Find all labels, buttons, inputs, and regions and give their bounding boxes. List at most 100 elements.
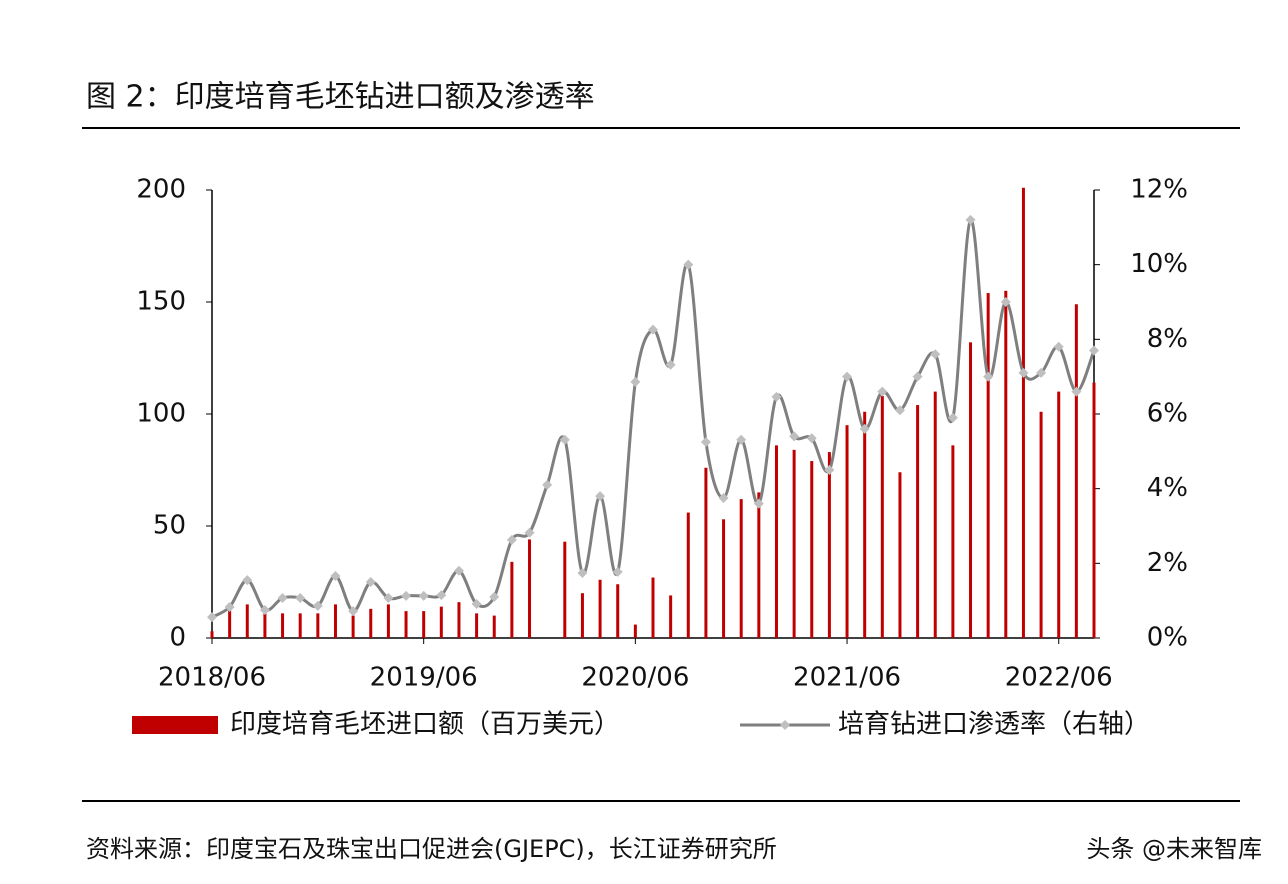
marker <box>894 405 905 416</box>
bar <box>333 604 337 638</box>
watermark: 头条 @未来智库 <box>1086 835 1262 863</box>
bar <box>686 512 690 638</box>
bar <box>298 613 302 638</box>
marker <box>330 571 341 582</box>
marker <box>401 590 412 601</box>
bar <box>228 606 232 638</box>
bar <box>316 613 320 638</box>
marker <box>418 590 429 601</box>
y2-tick-label: 6% <box>1147 399 1188 429</box>
bar <box>386 604 390 638</box>
marker <box>842 371 853 382</box>
marker <box>771 391 782 402</box>
marker <box>524 527 535 538</box>
marker <box>859 423 870 434</box>
bar <box>422 611 426 638</box>
bar <box>1004 290 1008 638</box>
y-tick-label: 150 <box>136 287 186 317</box>
y2-tick-label: 8% <box>1147 324 1188 354</box>
marker <box>1089 345 1099 356</box>
legend-label: 印度培育毛坯进口额（百万美元） <box>230 710 620 740</box>
bar <box>704 467 708 638</box>
x-tick-label: 2021/06 <box>793 663 901 693</box>
marker <box>207 612 217 623</box>
y2-tick-label: 10% <box>1130 249 1188 279</box>
y2-tick-label: 2% <box>1147 548 1188 578</box>
bar <box>510 561 514 638</box>
bar <box>792 449 796 638</box>
bar <box>757 492 761 638</box>
bar <box>263 613 267 638</box>
bar <box>369 608 373 638</box>
marker <box>1000 297 1011 307</box>
marker <box>648 324 658 335</box>
y-tick-label: 0 <box>169 623 186 653</box>
marker <box>824 465 835 475</box>
source: 资料来源：印度宝石及珠宝出口促进会(GJEPC)，长江证券研究所 <box>86 835 777 863</box>
bar <box>457 602 461 638</box>
marker <box>312 600 323 611</box>
marker <box>806 433 817 444</box>
y-tick-label: 200 <box>136 175 186 205</box>
bar <box>969 342 973 638</box>
marker <box>683 259 694 270</box>
bar <box>563 541 567 638</box>
marker <box>665 359 676 370</box>
legend-swatch <box>132 716 218 734</box>
marker <box>912 371 923 382</box>
marker <box>947 412 958 423</box>
bar <box>827 452 831 638</box>
marker <box>700 437 711 447</box>
marker <box>453 565 464 576</box>
bar <box>404 611 408 638</box>
marker <box>612 566 623 577</box>
bar <box>616 584 620 638</box>
bar <box>210 631 214 638</box>
bar <box>492 615 496 638</box>
marker <box>577 568 588 579</box>
marker <box>542 479 553 490</box>
bar <box>633 624 637 638</box>
bar <box>1039 411 1043 638</box>
marker <box>383 593 394 604</box>
marker <box>1053 341 1064 352</box>
marker <box>877 386 888 397</box>
bar <box>898 472 902 638</box>
bar <box>281 613 285 638</box>
marker <box>1071 386 1082 397</box>
marker <box>295 593 306 604</box>
x-tick-label: 2020/06 <box>581 663 689 693</box>
y2-tick-label: 12% <box>1130 175 1188 205</box>
bar <box>351 615 355 638</box>
marker <box>630 376 641 387</box>
line <box>211 218 1096 619</box>
bar <box>863 411 867 638</box>
marker <box>983 371 994 382</box>
bar <box>933 391 937 638</box>
bar <box>810 461 814 638</box>
bar <box>951 445 955 638</box>
y2-tick-label: 0% <box>1147 623 1188 653</box>
bar <box>1057 391 1061 638</box>
y2-tick-label: 4% <box>1147 473 1188 503</box>
marker <box>753 498 764 509</box>
x-tick-label: 2019/06 <box>370 663 478 693</box>
marker <box>789 431 800 442</box>
bar <box>916 405 920 638</box>
marker <box>242 575 253 586</box>
legend-marker <box>780 720 790 730</box>
marker <box>930 349 941 360</box>
bar <box>774 445 778 638</box>
x-tick-label: 2018/06 <box>158 663 266 693</box>
bar <box>986 293 990 638</box>
chart-title: 图 2：印度培育毛坯钻进口额及渗透率 <box>86 80 595 115</box>
marker <box>718 493 729 503</box>
marker <box>1018 367 1029 378</box>
marker <box>595 491 606 502</box>
bar <box>439 606 443 638</box>
legend-label: 培育钻进口渗透率（右轴） <box>838 710 1150 740</box>
marker <box>348 606 359 617</box>
bar <box>528 539 532 638</box>
bar <box>1074 304 1078 638</box>
